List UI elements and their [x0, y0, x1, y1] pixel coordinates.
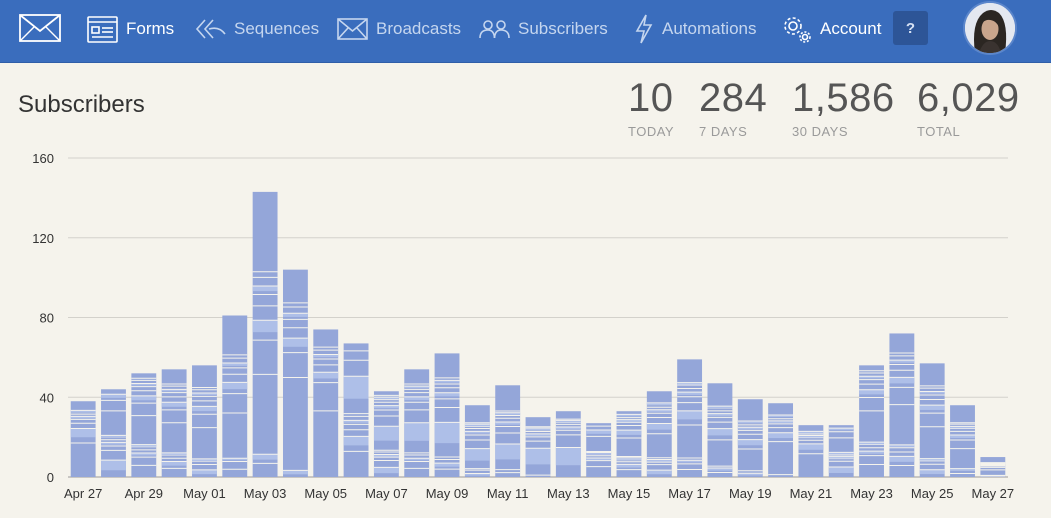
- y-tick-label: 120: [32, 231, 54, 246]
- bar-may-05[interactable]: [313, 329, 339, 477]
- y-tick-label: 80: [40, 311, 54, 326]
- bar-may-19[interactable]: [737, 399, 763, 477]
- nav-forms-label: Forms: [126, 19, 175, 38]
- nav-broadcasts[interactable]: Broadcasts: [337, 0, 461, 58]
- stat-7-days-value: 284: [699, 76, 768, 120]
- bar-apr-29[interactable]: [131, 373, 157, 477]
- bar-may-11[interactable]: [495, 385, 521, 477]
- x-tick-label: Apr 29: [125, 486, 163, 501]
- bar-may-02[interactable]: [222, 315, 248, 477]
- stat-total: 6,029 TOTAL: [917, 74, 1020, 139]
- people-icon: [479, 20, 510, 39]
- stat-today-label: TODAY: [628, 124, 675, 139]
- bar-may-22[interactable]: [828, 425, 854, 477]
- x-tick-label: May 21: [790, 486, 833, 501]
- bar-may-06[interactable]: [343, 343, 369, 477]
- bar-may-01[interactable]: [192, 365, 217, 477]
- bar-may-17[interactable]: [677, 359, 703, 477]
- x-tick-label: May 09: [426, 486, 469, 501]
- bar-may-03[interactable]: [252, 191, 278, 478]
- bar-may-13[interactable]: [555, 411, 581, 477]
- avatar[interactable]: [965, 3, 1015, 53]
- stat-total-value: 6,029: [917, 76, 1020, 120]
- bar-apr-30[interactable]: [161, 369, 187, 477]
- bar-may-20[interactable]: [768, 403, 794, 477]
- bar-may-25[interactable]: [919, 363, 945, 477]
- stat-30-days: 1,586 30 DAYS: [792, 74, 895, 139]
- x-tick-label: May 15: [608, 486, 651, 501]
- nav-automations-label: Automations: [662, 19, 757, 38]
- nav-subscribers-label: Subscribers: [518, 19, 608, 38]
- x-tick-label: May 01: [183, 486, 226, 501]
- bar-may-26[interactable]: [950, 405, 975, 477]
- x-tick-label: May 17: [668, 486, 711, 501]
- nav-broadcasts-label: Broadcasts: [376, 19, 462, 38]
- y-tick-label: 0: [47, 470, 54, 485]
- stat-30-days-value: 1,586: [792, 76, 895, 120]
- x-tick-label: May 23: [850, 486, 893, 501]
- stat-7-days: 284 7 DAYS: [699, 74, 767, 139]
- bar-may-14[interactable]: [586, 423, 612, 477]
- stat-30-days-label: 30 DAYS: [792, 124, 849, 139]
- nav-sequences[interactable]: Sequences: [195, 0, 319, 58]
- x-tick-label: May 05: [304, 486, 347, 501]
- bar-may-12[interactable]: [525, 417, 551, 477]
- x-tick-label: May 19: [729, 486, 772, 501]
- envelope-logo-icon[interactable]: [19, 13, 61, 48]
- top-navigation-bar: Forms Sequences Broadcasts Subscribers: [0, 0, 1051, 62]
- x-tick-label: May 25: [911, 486, 954, 501]
- x-tick-label: May 03: [244, 486, 287, 501]
- x-tick-label: May 13: [547, 486, 590, 501]
- gear-icon: [784, 17, 811, 43]
- bar-may-10[interactable]: [464, 405, 490, 477]
- x-tick-label: May 07: [365, 486, 408, 501]
- nav-account-label: Account: [820, 19, 882, 38]
- nav-automations[interactable]: Automations: [634, 0, 757, 58]
- y-tick-label: 160: [32, 151, 54, 166]
- bar-may-07[interactable]: [373, 391, 399, 477]
- bar-may-23[interactable]: [859, 365, 884, 477]
- nav-sequences-label: Sequences: [234, 19, 320, 38]
- subscribers-bar-chart: 0 40 80 120 160 Apr 27 Apr 29 May 01 May 03 May 0…: [32, 151, 1015, 501]
- bar-may-09[interactable]: [434, 353, 460, 477]
- bar-may-16[interactable]: [646, 391, 672, 477]
- envelope-icon: [337, 18, 368, 40]
- x-tick-label: Apr 27: [64, 486, 102, 501]
- bar-may-18[interactable]: [707, 383, 733, 477]
- nav-account[interactable]: Account: [781, 0, 881, 58]
- bar-may-15[interactable]: [616, 411, 642, 477]
- bar-may-24[interactable]: [889, 333, 915, 477]
- bar-apr-27[interactable]: [70, 401, 96, 477]
- stat-today: 10 TODAY: [628, 74, 674, 139]
- double-arrow-icon: [195, 19, 226, 39]
- y-tick-label: 40: [40, 390, 54, 405]
- stat-7-days-label: 7 DAYS: [699, 124, 748, 139]
- bar-may-04[interactable]: [282, 269, 308, 477]
- lightning-icon: [635, 14, 653, 44]
- page-title: Subscribers: [18, 91, 145, 118]
- stat-today-value: 10: [628, 76, 674, 120]
- bar-may-27[interactable]: [980, 457, 1006, 477]
- help-button[interactable]: ?: [893, 11, 928, 45]
- nav-forms[interactable]: Forms: [87, 0, 174, 58]
- form-window-icon: [87, 15, 118, 43]
- bar-may-21[interactable]: [798, 425, 824, 477]
- bar-apr-28[interactable]: [101, 389, 126, 477]
- nav-subscribers[interactable]: Subscribers: [479, 0, 608, 58]
- x-tick-label: May 27: [972, 486, 1015, 501]
- x-tick-label: May 11: [487, 486, 529, 501]
- stat-total-label: TOTAL: [917, 124, 961, 139]
- bar-may-08[interactable]: [404, 369, 430, 477]
